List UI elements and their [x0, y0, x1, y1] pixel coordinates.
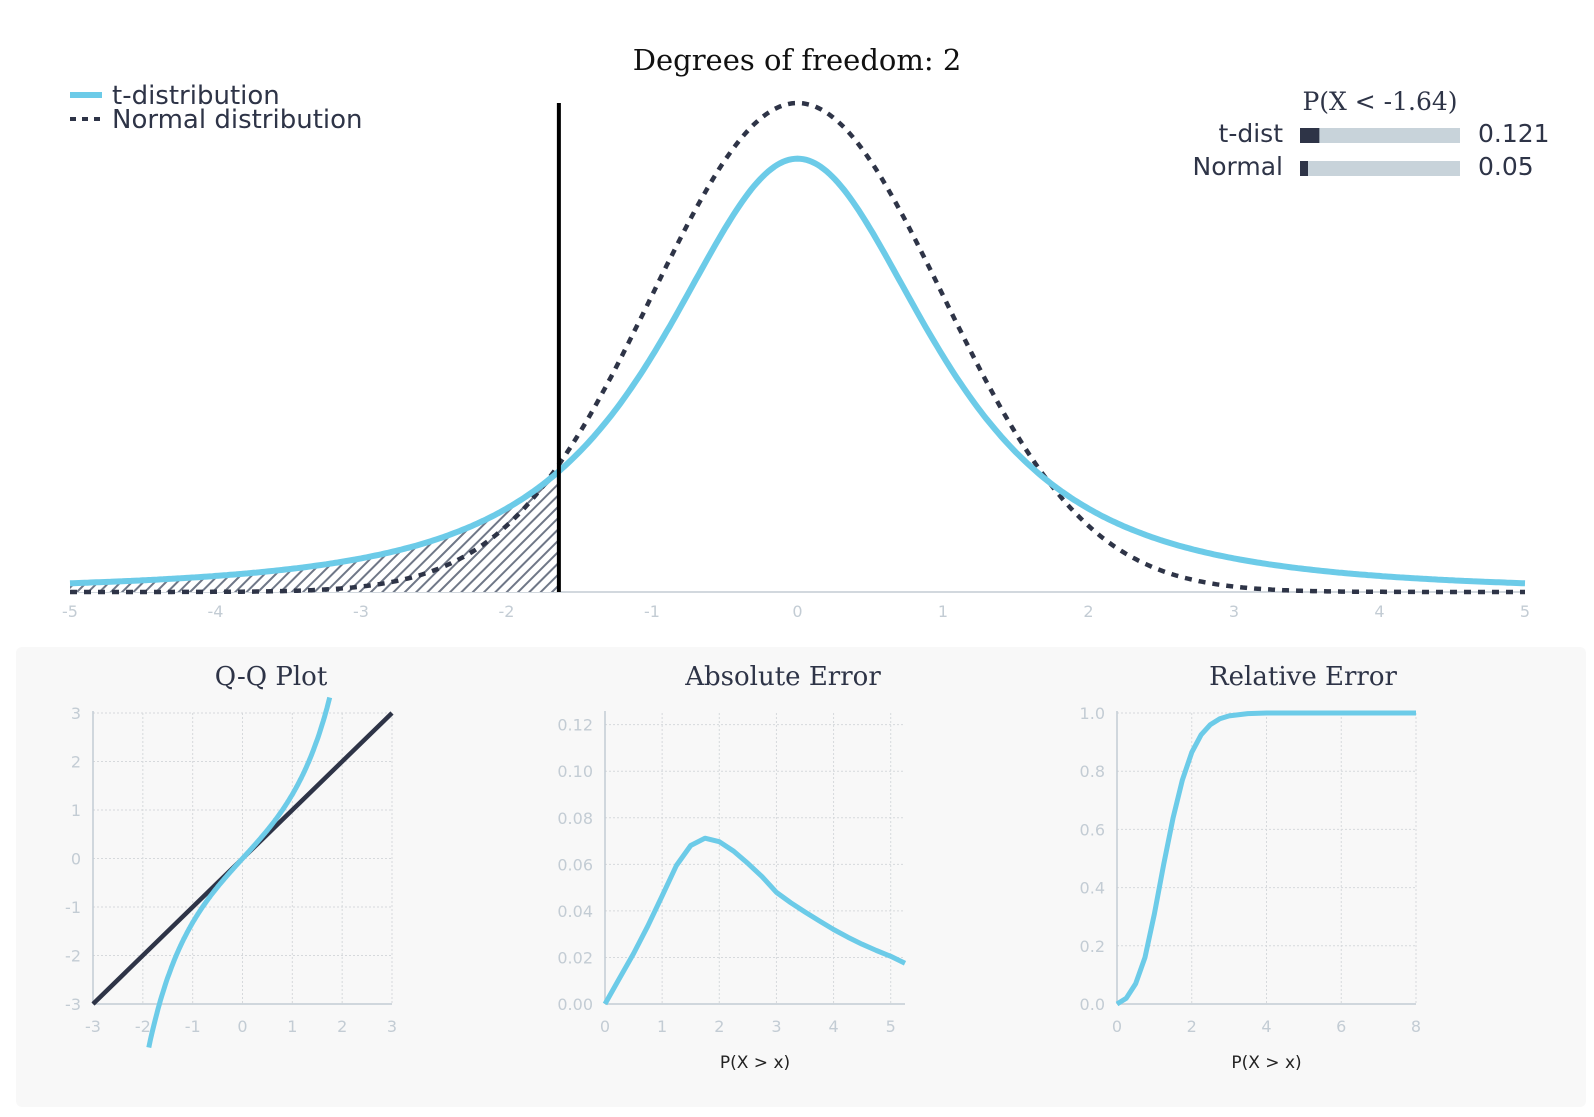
t-distribution-chart: Degrees of freedom: 2 t-distribution Nor… [62, 43, 1550, 621]
y-tick-label: 0.2 [1080, 937, 1105, 956]
subchart-title: Absolute Error [684, 662, 881, 692]
main-x-tick-label: -1 [644, 602, 660, 621]
relative-error-curve [1115, 710, 1416, 1007]
main-x-tick-label: 1 [938, 602, 948, 621]
subchart-title: Q-Q Plot [215, 662, 328, 692]
x-tick-label: 1 [287, 1017, 297, 1036]
main-x-tick-label: -2 [499, 602, 515, 621]
x-tick-label: 8 [1411, 1017, 1421, 1036]
main-x-tick-label: -3 [353, 602, 369, 621]
y-tick-label: 0.10 [557, 762, 593, 781]
y-tick-label: 1.0 [1080, 704, 1105, 723]
x-tick-label: -2 [135, 1017, 151, 1036]
series-normal-distribution [70, 100, 1525, 595]
y-tick-label: -3 [65, 995, 81, 1014]
x-tick-label: 3 [387, 1017, 397, 1036]
prob-bar-fill-t [1300, 128, 1320, 143]
x-tick-label: -1 [185, 1017, 201, 1036]
series-t-distribution [69, 155, 1526, 587]
y-tick-label: 2 [71, 753, 81, 772]
main-x-tick-label: 4 [1374, 602, 1384, 621]
prob-row-value-t: 0.121 [1478, 119, 1550, 148]
prob-bar-fill-normal [1300, 161, 1308, 176]
prob-bar-track-normal [1300, 161, 1460, 176]
y-tick-label: 0.00 [557, 995, 593, 1014]
x-tick-label: 6 [1336, 1017, 1346, 1036]
x-tick-label: 2 [337, 1017, 347, 1036]
main-x-tick-label: 5 [1520, 602, 1530, 621]
subchart-title: Relative Error [1209, 662, 1397, 692]
y-tick-label: 0.8 [1080, 762, 1105, 781]
y-tick-label: 0.4 [1080, 879, 1105, 898]
y-tick-label: 0.06 [557, 855, 593, 874]
y-tick-label: 0 [71, 850, 81, 869]
x-tick-label: -3 [85, 1017, 101, 1036]
prob-row-label-normal: Normal [1193, 152, 1283, 181]
x-tick-label: 1 [657, 1017, 667, 1036]
absolute-error-plot: Absolute Error 0.00 0.02 0.04 0.06 0.08 0.10 0.… [557, 662, 907, 1073]
x-axis-label: P(X > x) [1231, 1053, 1301, 1073]
x-tick-label: 2 [1187, 1017, 1197, 1036]
qq-plot: Q-Q Plot -3 -2 -1 0 1 2 3 -3 -2 -1 0 1 2 3 [65, 662, 397, 1049]
x-axis-label: P(X > x) [720, 1053, 790, 1073]
y-tick-label: -2 [65, 947, 81, 966]
prob-row-label-t: t-dist [1219, 119, 1284, 148]
x-tick-label: 5 [886, 1017, 896, 1036]
legend: t-distribution Normal distribution [70, 81, 363, 135]
main-x-tick-label: 3 [1229, 602, 1239, 621]
y-tick-label: 0.04 [557, 902, 593, 921]
y-tick-label: 3 [71, 704, 81, 723]
absolute-error-curve [602, 835, 907, 1006]
main-x-tick-label: -5 [62, 602, 78, 621]
prob-row-value-normal: 0.05 [1478, 152, 1534, 181]
main-x-tick-label: 0 [792, 602, 802, 621]
y-tick-label: 0.0 [1080, 995, 1105, 1014]
x-tick-label: 3 [771, 1017, 781, 1036]
small-charts-panel [16, 647, 1586, 1107]
relative-error-plot: Relative Error 0.0 0.2 0.4 0.6 0.8 1.0 0 2 4 6 8 P(X… [1080, 662, 1422, 1073]
legend-normal-label: Normal distribution [112, 105, 363, 135]
main-chart-title: Degrees of freedom: 2 [633, 43, 962, 77]
y-tick-label: 0.02 [557, 948, 593, 967]
y-tick-label: 0.12 [557, 716, 593, 735]
x-tick-label: 0 [237, 1017, 247, 1036]
main-x-tick-label: 2 [1083, 602, 1093, 621]
x-tick-label: 0 [600, 1017, 610, 1036]
y-tick-label: 1 [71, 801, 81, 820]
qq-t-curve [146, 696, 333, 1049]
y-tick-label: -1 [65, 898, 81, 917]
probability-title: P(X < -1.64) [1302, 87, 1457, 116]
x-tick-label: 4 [828, 1017, 838, 1036]
x-tick-label: 2 [714, 1017, 724, 1036]
y-tick-label: 0.6 [1080, 820, 1105, 839]
prob-bar-track-t [1300, 128, 1460, 143]
x-tick-label: 0 [1112, 1017, 1122, 1036]
probability-box: P(X < -1.64) t-dist 0.121 Normal 0.05 [1193, 87, 1550, 181]
shaded-tail-region [70, 471, 559, 592]
x-tick-label: 4 [1261, 1017, 1271, 1036]
legend-t-label: t-distribution [112, 81, 280, 111]
y-tick-label: 0.08 [557, 809, 593, 828]
main-x-tick-label: -4 [208, 602, 224, 621]
